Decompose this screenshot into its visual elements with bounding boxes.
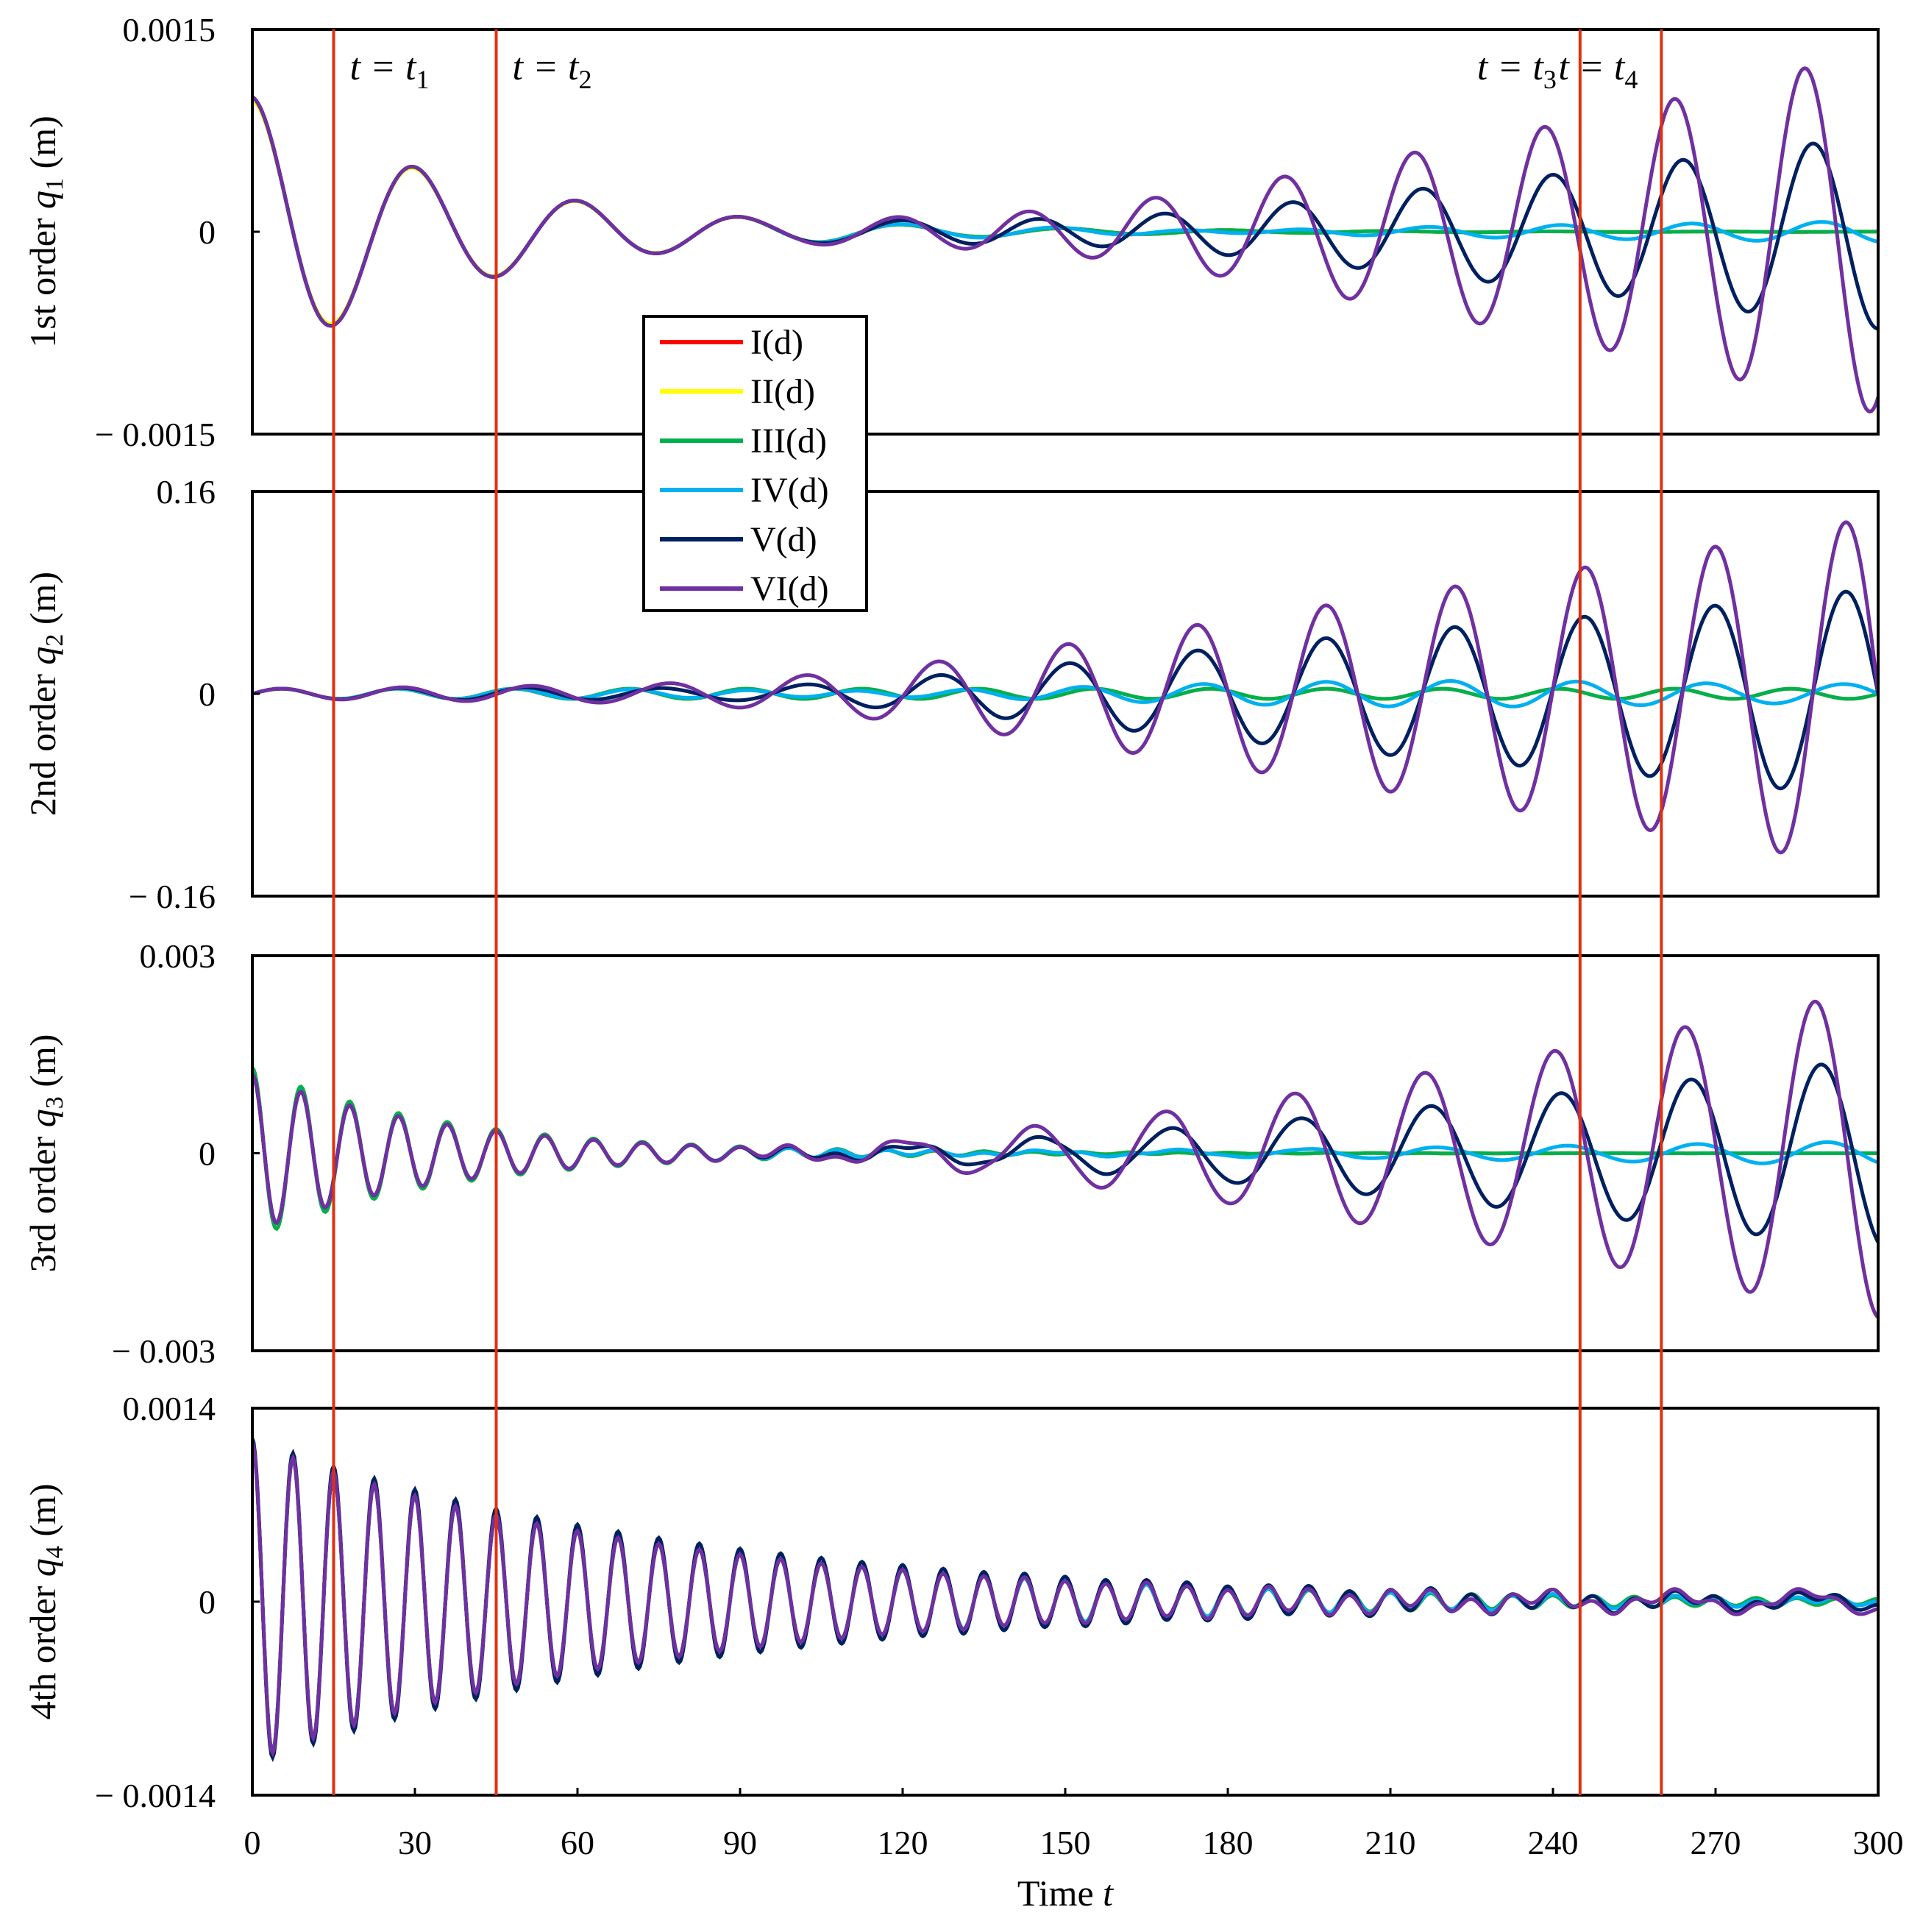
x-tick-label: 150 xyxy=(1040,1824,1091,1861)
panel-4-ytick: 0.0014 xyxy=(123,1390,216,1427)
legend-entry-vid: VI(d) xyxy=(750,569,829,608)
panel-1-series xyxy=(252,66,1878,413)
series-vid-line xyxy=(252,520,1878,855)
panel-1-ylabel: 1st order q1 (m) xyxy=(22,116,68,348)
panel-3-ytick: 0 xyxy=(199,1135,216,1173)
panel-4-series xyxy=(252,1438,1878,1763)
panel-3-ytick: − 0.003 xyxy=(112,1332,216,1370)
x-tick-label: 30 xyxy=(398,1824,432,1861)
panel-4-ytick: 0 xyxy=(199,1583,216,1621)
x-tick-label: 300 xyxy=(1853,1824,1904,1861)
legend: I(d) II(d) III(d) IV(d) V(d) VI(d) xyxy=(642,315,868,612)
series-vid-line xyxy=(252,66,1878,413)
time-marker-lines: t = t1 t = t2 t = t3 t = t4 xyxy=(332,29,1663,1795)
x-axis: 0 30 60 90 120 150 180 210 240 270 300 Time t xyxy=(244,1788,1904,1914)
panel-2-ylabel: 2nd order q2 (m) xyxy=(22,572,68,816)
series-vid-line xyxy=(252,1442,1878,1758)
panel-3: 0.003 0 − 0.003 3rd order q3 (m) xyxy=(22,937,1880,1370)
x-tick-label: 270 xyxy=(1691,1824,1741,1861)
series-vid-line xyxy=(252,999,1878,1319)
chart-panels: 0.0015 0 − 0.0015 1st order q1 (m) 0.16 0 − 0.… xyxy=(22,11,1880,1814)
legend-entry-id: I(d) xyxy=(750,323,803,362)
panel-3-ylabel: 3rd order q3 (m) xyxy=(22,1034,68,1273)
panel-1-ytick: − 0.0015 xyxy=(95,416,216,453)
panel-2-ytick: − 0.16 xyxy=(129,878,216,915)
x-tick-label: 210 xyxy=(1365,1824,1416,1861)
x-tick-label: 60 xyxy=(561,1824,594,1861)
marker-label-t3: t = t3 xyxy=(1477,46,1557,94)
x-tick-label: 120 xyxy=(878,1824,928,1861)
legend-entry-ivd: IV(d) xyxy=(750,471,829,510)
panel-4-ylabel: 4th order q4 (m) xyxy=(22,1483,68,1719)
panel-3-ytick: 0.003 xyxy=(140,937,216,975)
x-tick-label: 240 xyxy=(1528,1824,1579,1861)
panel-4: 0.0014 0 − 0.0014 4th order q4 (m) xyxy=(22,1390,1880,1814)
x-axis-title: Time t xyxy=(1017,1872,1114,1914)
marker-label-t2: t = t2 xyxy=(513,46,592,94)
legend-box xyxy=(642,315,868,612)
legend-entry-iiid: III(d) xyxy=(750,422,827,461)
marker-label-t4: t = t4 xyxy=(1558,46,1638,94)
x-tick-label: 90 xyxy=(723,1824,757,1861)
legend-entry-vd: V(d) xyxy=(750,520,817,559)
panel-1-ytick: 0 xyxy=(199,213,216,251)
panel-1-ytick: 0.0015 xyxy=(123,11,216,49)
panel-2-ytick: 0 xyxy=(199,675,216,713)
x-tick-label: 180 xyxy=(1203,1824,1254,1861)
panel-2-ytick: 0.16 xyxy=(157,473,216,511)
x-tick-label: 0 xyxy=(244,1824,261,1861)
panel-2-series xyxy=(252,520,1878,855)
panel-4-ytick: − 0.0014 xyxy=(95,1777,216,1814)
panel-1: 0.0015 0 − 0.0015 1st order q1 (m) xyxy=(22,11,1880,453)
panel-3-series xyxy=(252,999,1878,1319)
panel-2: 0.16 0 − 0.16 2nd order q2 (m) xyxy=(22,473,1880,915)
legend-entry-iid: II(d) xyxy=(750,372,815,411)
marker-label-t1: t = t1 xyxy=(350,46,430,94)
